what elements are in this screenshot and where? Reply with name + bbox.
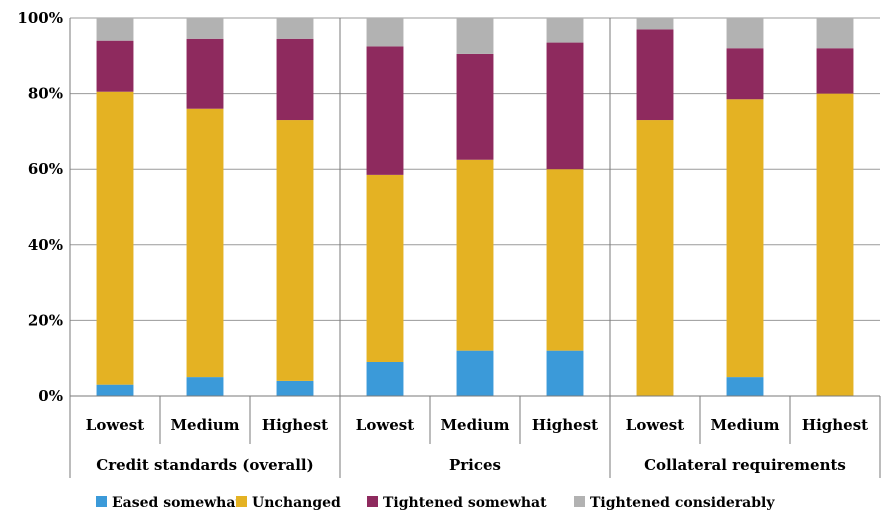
bar-segment (366, 18, 404, 47)
x-category-label: Medium (170, 416, 239, 434)
legend-swatch (96, 496, 107, 507)
bar-segment (96, 91, 134, 385)
bar-segment (636, 18, 674, 30)
bar-segment (546, 169, 584, 351)
bars (96, 18, 854, 396)
bar-segment (366, 174, 404, 362)
bar-segment (816, 93, 854, 396)
x-group-label: Prices (449, 456, 501, 474)
bar-segment (726, 18, 764, 49)
x-group-label: Collateral requirements (644, 456, 846, 474)
bar-segment (456, 53, 494, 160)
bar-segment (96, 18, 134, 41)
bar-segment (366, 46, 404, 175)
x-category-label: Highest (262, 416, 328, 434)
legend-label: Tightened considerably (590, 495, 775, 511)
bar-segment (186, 18, 224, 39)
bar-segment (546, 42, 584, 170)
bar-segment (96, 384, 134, 396)
x-category-label: Lowest (86, 416, 144, 434)
bar-segment (726, 377, 764, 396)
y-tick-label: 60% (28, 160, 63, 178)
x-category-label: Medium (440, 416, 509, 434)
y-tick-label: 0% (38, 387, 63, 405)
bar-segment (636, 29, 674, 121)
x-axis-categories: Lowest Medium Highest Lowest Medium Highest Lo… (86, 416, 868, 434)
x-category-label: Highest (802, 416, 868, 434)
legend-label: Eased somewhat (112, 495, 242, 511)
legend-label: Unchanged (252, 495, 341, 511)
bar-segment (186, 108, 224, 378)
bar-segment (186, 377, 224, 396)
bar-segment (456, 18, 494, 54)
bar-segment (636, 120, 674, 396)
x-category-label: Lowest (626, 416, 684, 434)
x-axis-groups: Credit standards (overall) Prices Collater… (96, 456, 846, 474)
x-category-label: Lowest (356, 416, 414, 434)
bar-segment (366, 361, 404, 396)
bar-segment (456, 159, 494, 351)
bar-segment (276, 380, 314, 396)
x-category-label: Highest (532, 416, 598, 434)
bar-segment (726, 48, 764, 100)
x-group-label: Credit standards (overall) (96, 456, 313, 474)
bar-segment (816, 18, 854, 49)
legend-swatch (574, 496, 585, 507)
legend-swatch (367, 496, 378, 507)
bar-segment (816, 48, 854, 94)
bar-segment (456, 350, 494, 396)
bar-segment (726, 99, 764, 378)
legend-label: Tightened somewhat (383, 495, 547, 511)
bar-segment (276, 120, 314, 381)
legend: Eased somewhat Unchanged Tightened somewha… (96, 495, 775, 511)
bar-segment (276, 18, 314, 39)
y-axis-ticks: 0% 20% 40% 60% 80% 100% (17, 9, 63, 405)
bar-segment (546, 18, 584, 43)
y-tick-label: 20% (28, 311, 63, 329)
y-tick-label: 100% (17, 9, 63, 27)
bar-segment (546, 350, 584, 396)
y-tick-label: 80% (28, 85, 63, 103)
legend-swatch (236, 496, 247, 507)
bar-segment (276, 38, 314, 121)
axes (69, 18, 881, 478)
bar-segment (96, 40, 134, 92)
x-category-label: Medium (710, 416, 779, 434)
bar-segment (186, 38, 224, 109)
y-tick-label: 40% (28, 236, 63, 254)
